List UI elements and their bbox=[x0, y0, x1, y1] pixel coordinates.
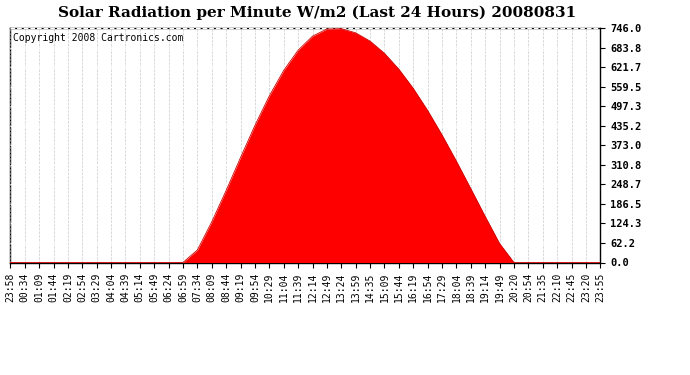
Text: Copyright 2008 Cartronics.com: Copyright 2008 Cartronics.com bbox=[13, 33, 184, 43]
Text: Solar Radiation per Minute W/m2 (Last 24 Hours) 20080831: Solar Radiation per Minute W/m2 (Last 24… bbox=[58, 6, 577, 20]
